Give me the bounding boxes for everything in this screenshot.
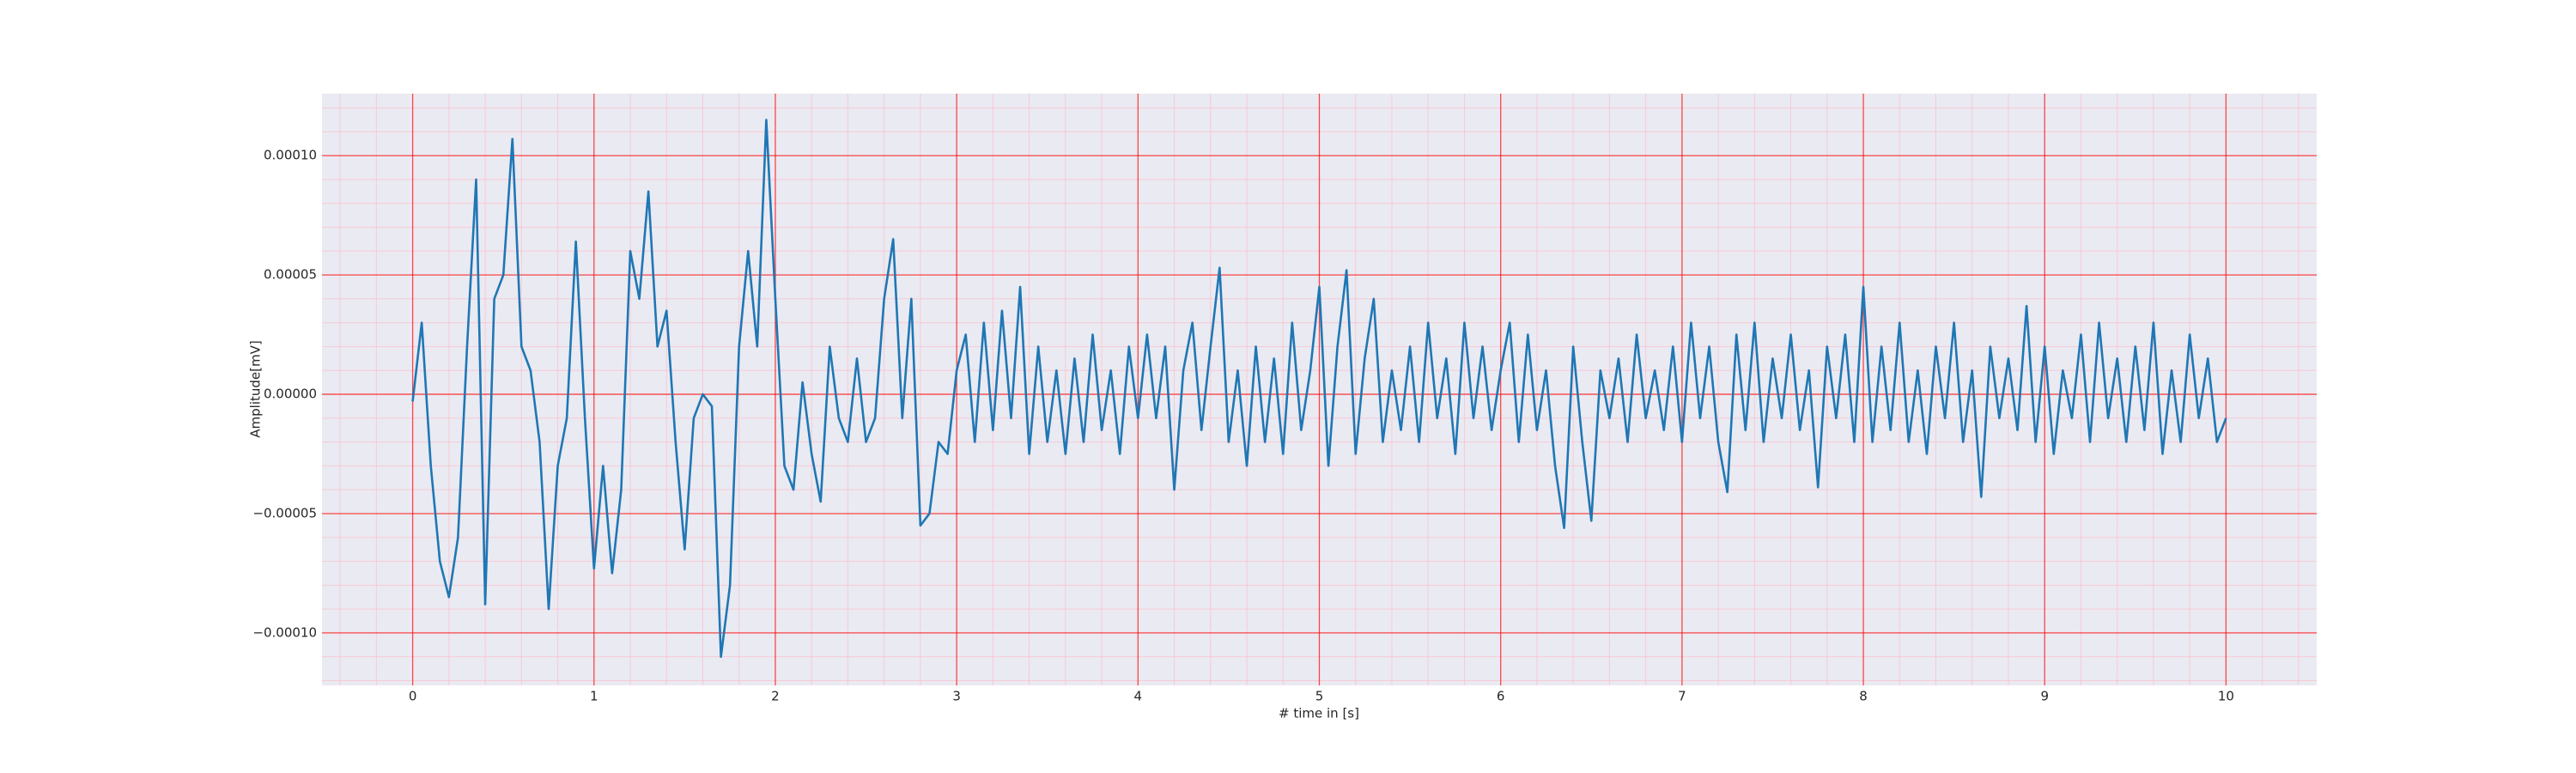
- plot-lines: [411, 119, 2227, 658]
- x-tick-label: 3: [952, 689, 961, 704]
- x-tick-label: 7: [1678, 689, 1686, 704]
- y-axis-label: Amplitude[mV]: [248, 340, 264, 437]
- x-tick-label: 9: [2040, 689, 2049, 704]
- signal-line: [411, 119, 2227, 658]
- y-tick-label: −0.00010: [252, 624, 317, 640]
- x-tick-label: 5: [1315, 689, 1324, 704]
- x-tick-label: 6: [1497, 689, 1505, 704]
- x-tick-label: 2: [771, 689, 780, 704]
- x-tick-label: 8: [1859, 689, 1868, 704]
- x-tick-label: 1: [590, 689, 598, 704]
- x-axis-label: # time in [s]: [1279, 706, 1359, 721]
- labels: 0 1 2 3 4 5 6 7 8 9 10 −0.00010 −0.00005 0.00000 0.000…: [252, 148, 2234, 704]
- x-tick-label: 0: [409, 689, 417, 704]
- y-tick-label: 0.00010: [264, 148, 317, 163]
- y-tick-label: 0.00005: [264, 267, 317, 283]
- y-tick-label: −0.00005: [252, 505, 317, 520]
- x-tick-label: 4: [1134, 689, 1143, 704]
- x-tick-label: 10: [2218, 689, 2234, 704]
- major-grid: [322, 94, 2317, 685]
- y-tick-label: 0.00000: [264, 386, 317, 402]
